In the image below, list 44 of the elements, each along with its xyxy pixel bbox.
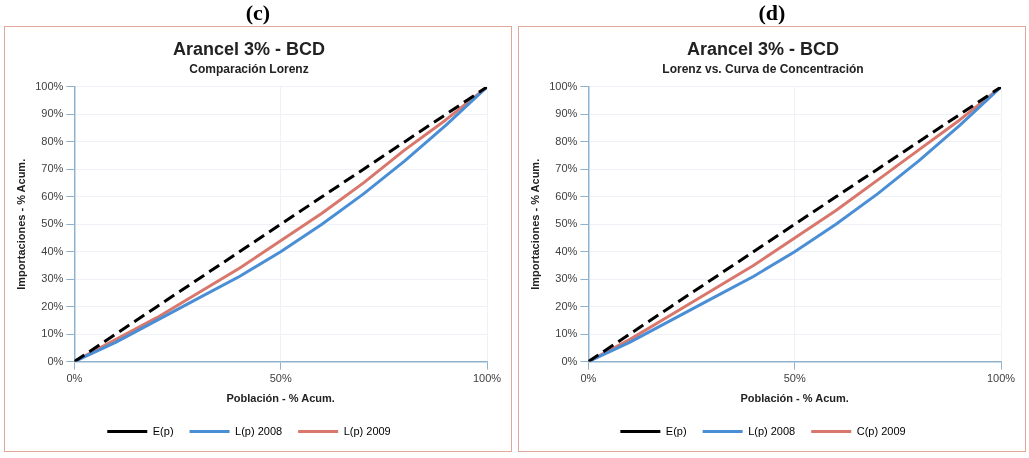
chart-subtitle: Lorenz vs. Curva de Concentración — [662, 62, 864, 77]
y-tick-label: 0% — [561, 354, 578, 367]
y-tick-label: 10% — [555, 327, 578, 340]
x-tick-label: 100% — [472, 372, 502, 385]
y-tick-label: 40% — [41, 244, 64, 257]
y-tick-label: 30% — [41, 272, 64, 285]
legend-label: L(p) 2008 — [748, 424, 796, 437]
chart-title: Arancel 3% - BCD — [686, 38, 840, 59]
x-tick-label: 0% — [66, 372, 83, 385]
x-axis-title: Población - % Acum. — [740, 392, 849, 405]
x-tick-label: 0% — [580, 372, 597, 385]
x-axis-title: Población - % Acum. — [226, 392, 335, 405]
y-tick-label: 60% — [555, 189, 578, 202]
chart-subtitle: Comparación Lorenz — [189, 62, 309, 77]
text: (d) — [757, 0, 787, 26]
x-tick-label: 100% — [986, 372, 1016, 385]
y-tick-label: 60% — [41, 189, 64, 202]
legend-label: C(p) 2009 — [856, 424, 906, 437]
y-tick-label: 0% — [47, 354, 64, 367]
y-tick-label: 10% — [41, 327, 64, 340]
y-tick-label: 70% — [41, 162, 64, 175]
legend-label: E(p) — [152, 424, 174, 437]
y-tick-label: 70% — [555, 162, 578, 175]
text: (c) — [244, 0, 272, 26]
y-tick-label: 100% — [549, 80, 578, 93]
x-tick-label: 50% — [269, 372, 292, 385]
x-tick-label: 50% — [783, 372, 806, 385]
y-tick-label: 50% — [41, 217, 64, 230]
y-tick-label: 90% — [555, 107, 578, 120]
y-tick-label: 40% — [555, 244, 578, 257]
y-tick-label: 30% — [555, 272, 578, 285]
y-tick-label: 20% — [555, 299, 578, 312]
y-tick-label: 90% — [41, 107, 64, 120]
y-tick-label: 20% — [41, 299, 64, 312]
y-tick-label: 80% — [41, 134, 64, 147]
y-tick-label: 100% — [35, 80, 64, 93]
legend-label: L(p) 2009 — [343, 424, 391, 437]
y-axis-title: Importaciones - % Acum. — [528, 158, 541, 290]
legend-label: L(p) 2008 — [235, 424, 283, 437]
y-tick-label: 50% — [555, 217, 578, 230]
y-tick-label: 80% — [555, 134, 578, 147]
y-axis-title: Importaciones - % Acum. — [14, 158, 27, 290]
chart-title: Arancel 3% - BCD — [172, 38, 326, 59]
legend-label: E(p) — [665, 424, 687, 437]
